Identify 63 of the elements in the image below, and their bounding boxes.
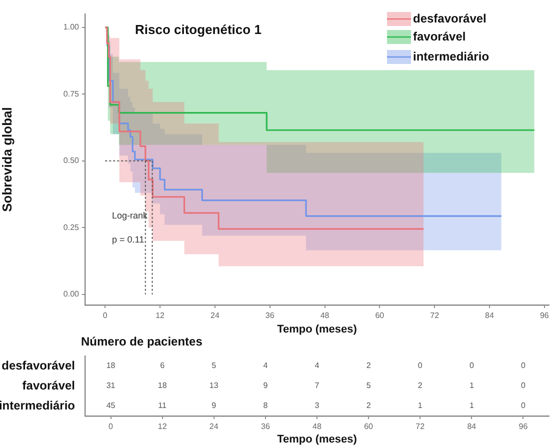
legend-label: desfavorável: [413, 11, 486, 26]
data-label: 3: [314, 401, 320, 410]
data-label: 5: [366, 381, 372, 390]
data-label: 0: [520, 361, 526, 370]
data-label: 2: [366, 401, 372, 410]
data-label: 1: [469, 381, 474, 390]
x-tick-label: 12: [156, 311, 166, 320]
data-label: 9: [212, 401, 217, 410]
y-tick-label: 0.00: [63, 290, 80, 299]
y-tick-label: 0.50: [63, 156, 80, 166]
text: Risco citogenético 1: [135, 22, 262, 37]
y-axis-title: Sobrevida global: [0, 107, 14, 212]
x-tick-label: 96: [518, 422, 528, 432]
y-tick-label: 0.75: [63, 89, 80, 98]
data-label: 0: [520, 381, 526, 390]
data-label: 8: [263, 401, 268, 410]
y-tick-label: 0.25: [63, 222, 80, 232]
legend-label: intermediário: [413, 49, 490, 64]
data-label: 6: [160, 361, 166, 370]
data-label: 45: [106, 401, 116, 410]
annotation: p = 0.11: [112, 234, 144, 244]
data-label: 2: [366, 361, 372, 370]
y-tick-label: desfavorável: [2, 358, 75, 372]
x-tick-label: 0: [108, 422, 114, 432]
y-tick-label: intermediário: [0, 398, 75, 412]
x-tick-label: 60: [364, 422, 374, 432]
x-axis-title: Tempo (meses): [277, 433, 358, 446]
x-tick-label: 36: [260, 422, 270, 432]
x-tick-label: 72: [416, 422, 426, 432]
data-label: 7: [314, 381, 320, 390]
data-label: 1: [469, 401, 474, 410]
legend-label: favorável: [413, 29, 466, 44]
data-label: 9: [263, 381, 268, 390]
data-label: 13: [209, 381, 219, 390]
data-label: 31: [106, 381, 116, 390]
x-tick-label: 84: [467, 422, 477, 432]
data-label: 11: [158, 401, 168, 410]
data-label: 4: [314, 361, 320, 370]
data-label: 18: [158, 381, 168, 390]
data-label: 1: [418, 401, 423, 410]
data-label: 0: [520, 401, 526, 410]
x-tick-label: 24: [210, 311, 220, 320]
data-label: 0: [469, 361, 474, 370]
x-tick-label: 0: [102, 311, 108, 320]
data-label: 4: [263, 361, 268, 370]
data-label: 18: [106, 361, 116, 370]
data-label: 5: [212, 361, 217, 370]
annotation: Log-rank: [112, 210, 148, 220]
x-tick-label: 72: [430, 311, 440, 320]
x-tick-label: 24: [209, 422, 219, 432]
data-label: 0: [418, 361, 423, 370]
x-tick-label: 36: [265, 311, 275, 320]
chart-title: Número de pacientes: [81, 334, 203, 348]
y-tick-label: favorável: [22, 378, 75, 392]
x-tick-label: 48: [320, 311, 330, 320]
y-tick-label: 1.00: [63, 22, 80, 32]
x-tick-label: 48: [312, 422, 322, 432]
data-label: 2: [418, 381, 423, 390]
x-tick-label: 96: [540, 311, 550, 320]
x-tick-label: 60: [375, 311, 385, 320]
x-tick-label: 84: [485, 311, 495, 320]
x-axis-title: Tempo (meses): [277, 323, 358, 336]
x-tick-label: 12: [158, 422, 168, 432]
